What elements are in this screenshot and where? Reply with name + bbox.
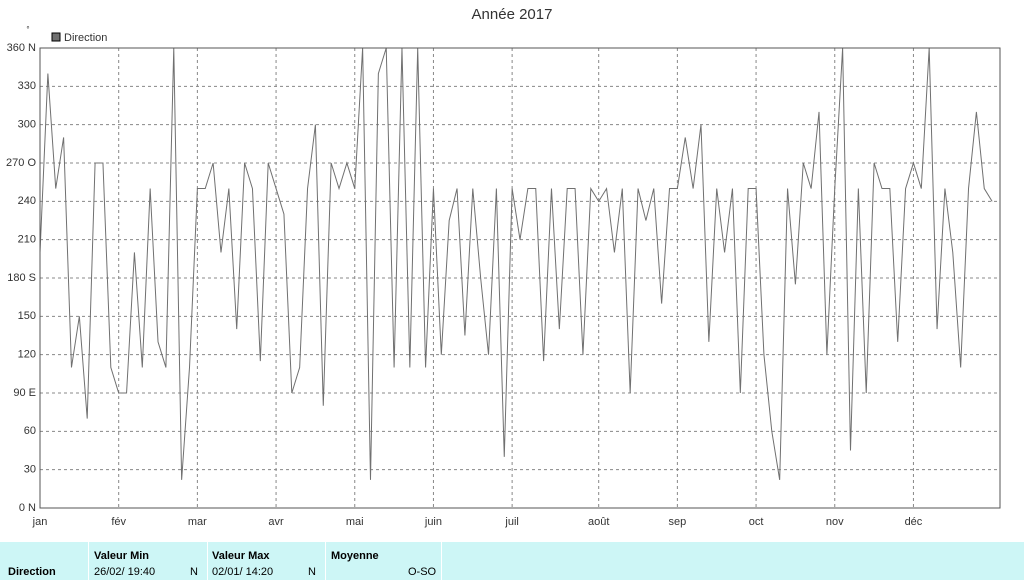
y-tick-label: 150	[18, 310, 36, 322]
x-tick-label: mar	[188, 516, 207, 528]
cell: O-SO	[408, 566, 437, 578]
header: Valeur Min	[94, 550, 150, 562]
y-tick-label: 180 S	[7, 272, 36, 284]
separator	[207, 542, 208, 580]
y-tick-label: 360 N	[7, 42, 36, 54]
x-tick-label: juil	[504, 516, 518, 528]
y-tick-label: 270 O	[6, 157, 36, 169]
x-tick-label: sep	[669, 516, 687, 528]
series-line	[39, 47, 993, 480]
cell: 02/01/ 14:20	[212, 566, 274, 578]
x-tick-label: juin	[424, 516, 442, 528]
legend-swatch	[51, 32, 61, 42]
y-tick-label: 210	[18, 234, 36, 246]
y-tick-label: 0 N	[19, 502, 36, 514]
chart-title: Année 2017	[472, 6, 553, 23]
y-tick-label: 240	[18, 195, 36, 207]
row-label: Direction	[8, 566, 56, 578]
x-tick-label: fév	[111, 516, 126, 528]
unit: °	[26, 25, 29, 34]
x-tick-label: août	[588, 516, 609, 528]
y-tick-label: 300	[18, 119, 36, 131]
chart: Année 2017 ° Direction 0 N 30 60 90 E 120 150…	[6, 6, 1001, 528]
cell: 26/02/ 19:40	[94, 566, 156, 578]
y-tick-label: 90 E	[13, 387, 36, 399]
header: Valeur Max	[212, 550, 270, 562]
y-tick-label: 330	[18, 80, 36, 92]
x-tick-label: nov	[826, 516, 844, 528]
x-tick-label: mai	[346, 516, 364, 528]
summary-table: Direction Valeur Min 26/02/ 19:40 N Vale…	[0, 542, 1024, 580]
x-tick-label: déc	[905, 516, 923, 528]
separator	[441, 542, 442, 580]
y-tick-label: 60	[24, 425, 36, 437]
legend-label: Direction	[64, 32, 107, 44]
x-tick-label: jan	[32, 516, 48, 528]
separator	[325, 542, 326, 580]
y-tick-label: 30	[24, 464, 36, 476]
cell: N	[308, 566, 316, 578]
plot-frame	[39, 47, 1001, 509]
x-tick-label: oct	[749, 516, 764, 528]
header: Moyenne	[331, 550, 379, 562]
x-tick-label: avr	[268, 516, 284, 528]
separator	[88, 542, 89, 580]
y-tick-label: 120	[18, 349, 36, 361]
cell: N	[190, 566, 198, 578]
